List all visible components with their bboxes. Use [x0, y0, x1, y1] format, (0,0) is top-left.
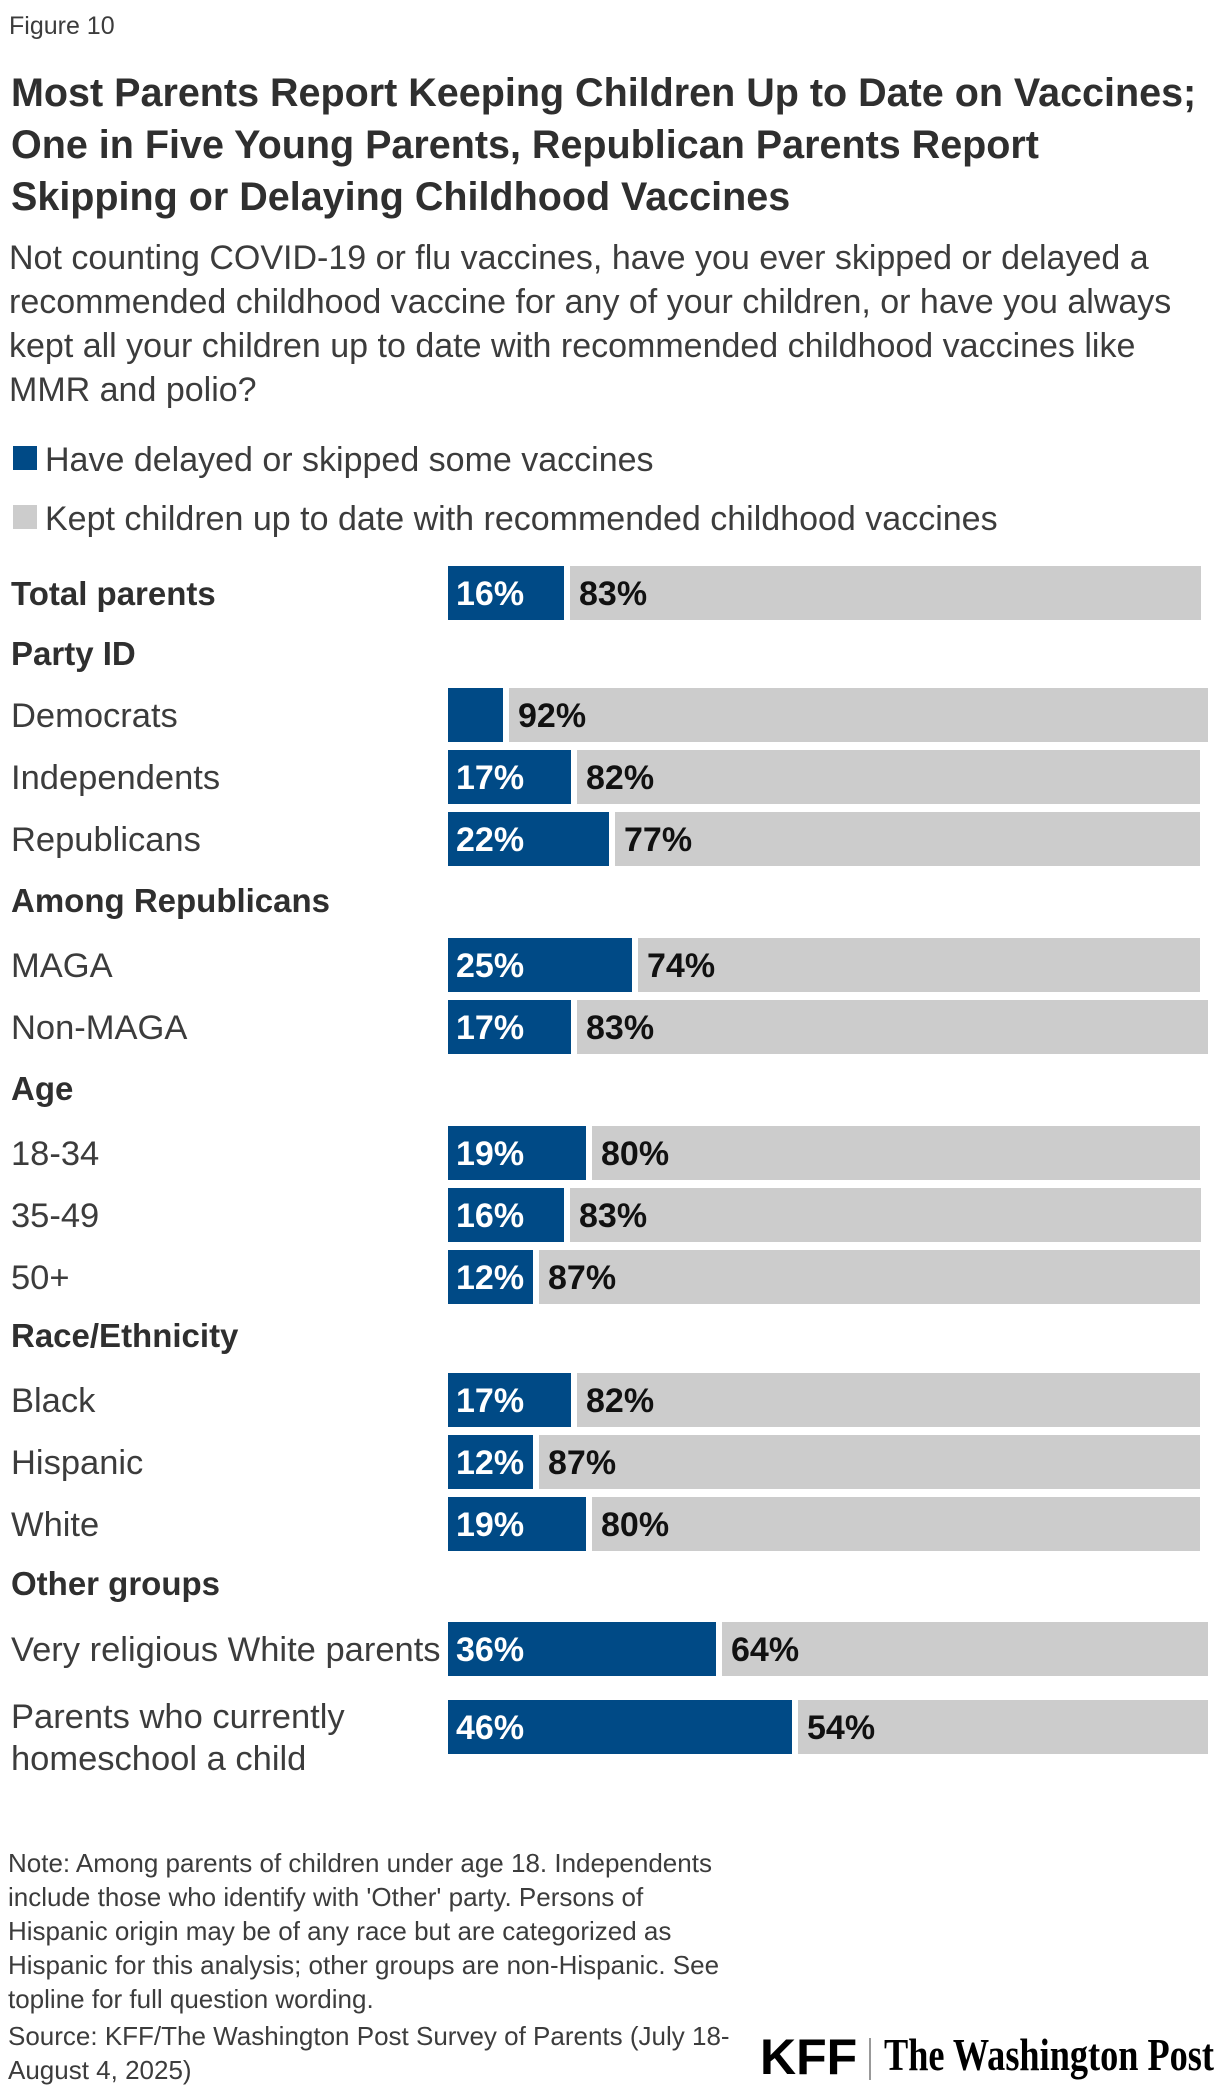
- svg-text:The Washington Post: The Washington Post: [884, 2029, 1215, 2080]
